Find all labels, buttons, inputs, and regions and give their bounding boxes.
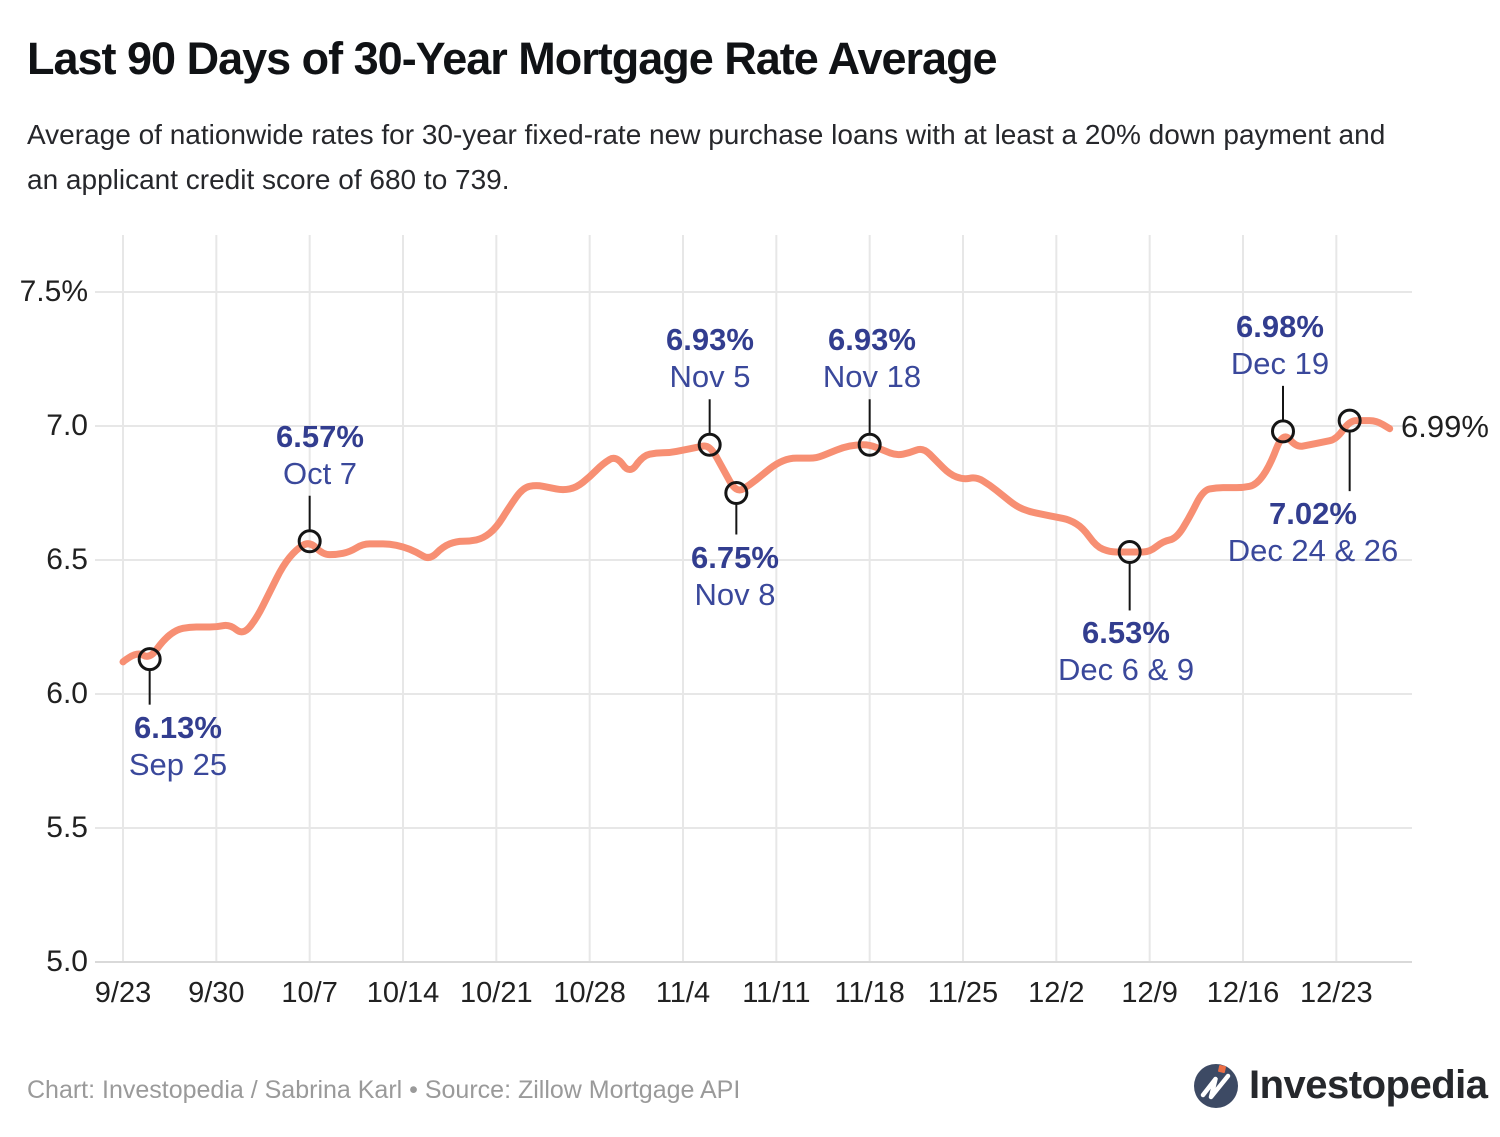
- y-tick-7-5: 7.5%: [19, 275, 88, 308]
- page-subtitle: Average of nationwide rates for 30-year …: [27, 119, 1386, 195]
- x-tick-12-9: 12/9: [1121, 977, 1178, 1009]
- investopedia-logo: Investopedia: [1192, 1060, 1488, 1110]
- annotation-value: 6.53%: [1082, 615, 1170, 651]
- marker-dec-24-26: [1337, 408, 1362, 433]
- y-tick-6-0: 6.0: [46, 677, 88, 710]
- annotation-dec-6-9: 6.53% Dec 6 & 9: [1006, 614, 1246, 688]
- annotation-date: Nov 8: [694, 576, 776, 612]
- marker-sep-25: [137, 647, 162, 672]
- annotation-nov-18: 6.93% Nov 18: [752, 321, 992, 395]
- x-tick-11-18: 11/18: [834, 977, 905, 1009]
- x-tick-9-23: 9/23: [94, 977, 152, 1009]
- x-tick-11-25: 11/25: [927, 977, 999, 1009]
- annotation-value: 6.98%: [1236, 308, 1324, 344]
- annotation-date: Dec 19: [1230, 345, 1330, 381]
- y-tick-6-5: 6.5: [46, 543, 88, 576]
- x-tick-9-30: 9/30: [188, 977, 245, 1009]
- annotation-date: Dec 6 & 9: [1057, 652, 1195, 688]
- y-tick-7-0: 7.0: [46, 409, 88, 442]
- annotation-nov-5: 6.93% Nov 5: [590, 321, 830, 395]
- mortgage-rate-line: [119, 417, 1394, 666]
- annotation-date: Nov 18: [822, 359, 922, 395]
- investopedia-logo-icon: [1194, 1064, 1238, 1108]
- page-title: Last 90 Days of 30-Year Mortgage Rate Av…: [27, 33, 998, 84]
- annotation-oct-7: 6.57% Oct 7: [200, 418, 440, 492]
- x-tick-11-4: 11/4: [655, 977, 711, 1009]
- chart-credit: Chart: Investopedia / Sabrina Karl • Sou…: [27, 1076, 741, 1104]
- investopedia-logo-text: Investopedia: [1249, 1062, 1488, 1107]
- x-tick-10-14: 10/14: [366, 977, 440, 1009]
- y-tick-5-0: 5.0: [46, 945, 88, 978]
- annotation-sep-25: 6.13% Sep 25: [58, 709, 298, 783]
- annotation-date: Oct 7: [282, 455, 358, 491]
- annotation-dec-24-26: 7.02% Dec 24 & 26: [1193, 495, 1433, 569]
- y-tick-5-5: 5.5: [46, 811, 88, 844]
- marker-nov-5: [697, 432, 722, 457]
- marker-oct-7: [297, 529, 322, 554]
- annotation-marker-layer: [137, 385, 1362, 705]
- x-tick-10-7: 10/7: [281, 977, 338, 1009]
- marker-dec-6-9: [1117, 539, 1142, 564]
- x-tick-10-28: 10/28: [553, 977, 626, 1009]
- marker-nov-8: [724, 481, 749, 505]
- annotation-nov-8: 6.75% Nov 8: [615, 539, 855, 613]
- annotation-date: Nov 5: [669, 359, 751, 395]
- annotation-value: 6.75%: [691, 539, 779, 575]
- annotation-date: Sep 25: [128, 746, 228, 782]
- x-tick-12-16: 12/16: [1206, 977, 1280, 1009]
- grid-layer: [95, 235, 1412, 963]
- annotation-value: 6.93%: [828, 322, 916, 358]
- annotation-value: 6.93%: [666, 322, 754, 358]
- annotation-value: 6.13%: [134, 709, 222, 745]
- annotation-value: 6.57%: [276, 418, 364, 454]
- latest-rate-label: 6.99%: [1401, 409, 1489, 444]
- annotation-date: Dec 24 & 26: [1227, 533, 1399, 569]
- x-tick-11-11: 11/11: [742, 977, 811, 1009]
- x-tick-12-23: 12/23: [1300, 977, 1373, 1009]
- x-tick-12-2: 12/2: [1028, 977, 1085, 1009]
- marker-nov-18: [857, 432, 882, 457]
- series-layer: [119, 417, 1394, 666]
- x-tick-10-21: 10/21: [460, 977, 533, 1009]
- annotation-dec-19: 6.98% Dec 19: [1160, 308, 1400, 382]
- marker-dec-19: [1270, 419, 1295, 444]
- annotation-value: 7.02%: [1269, 496, 1357, 532]
